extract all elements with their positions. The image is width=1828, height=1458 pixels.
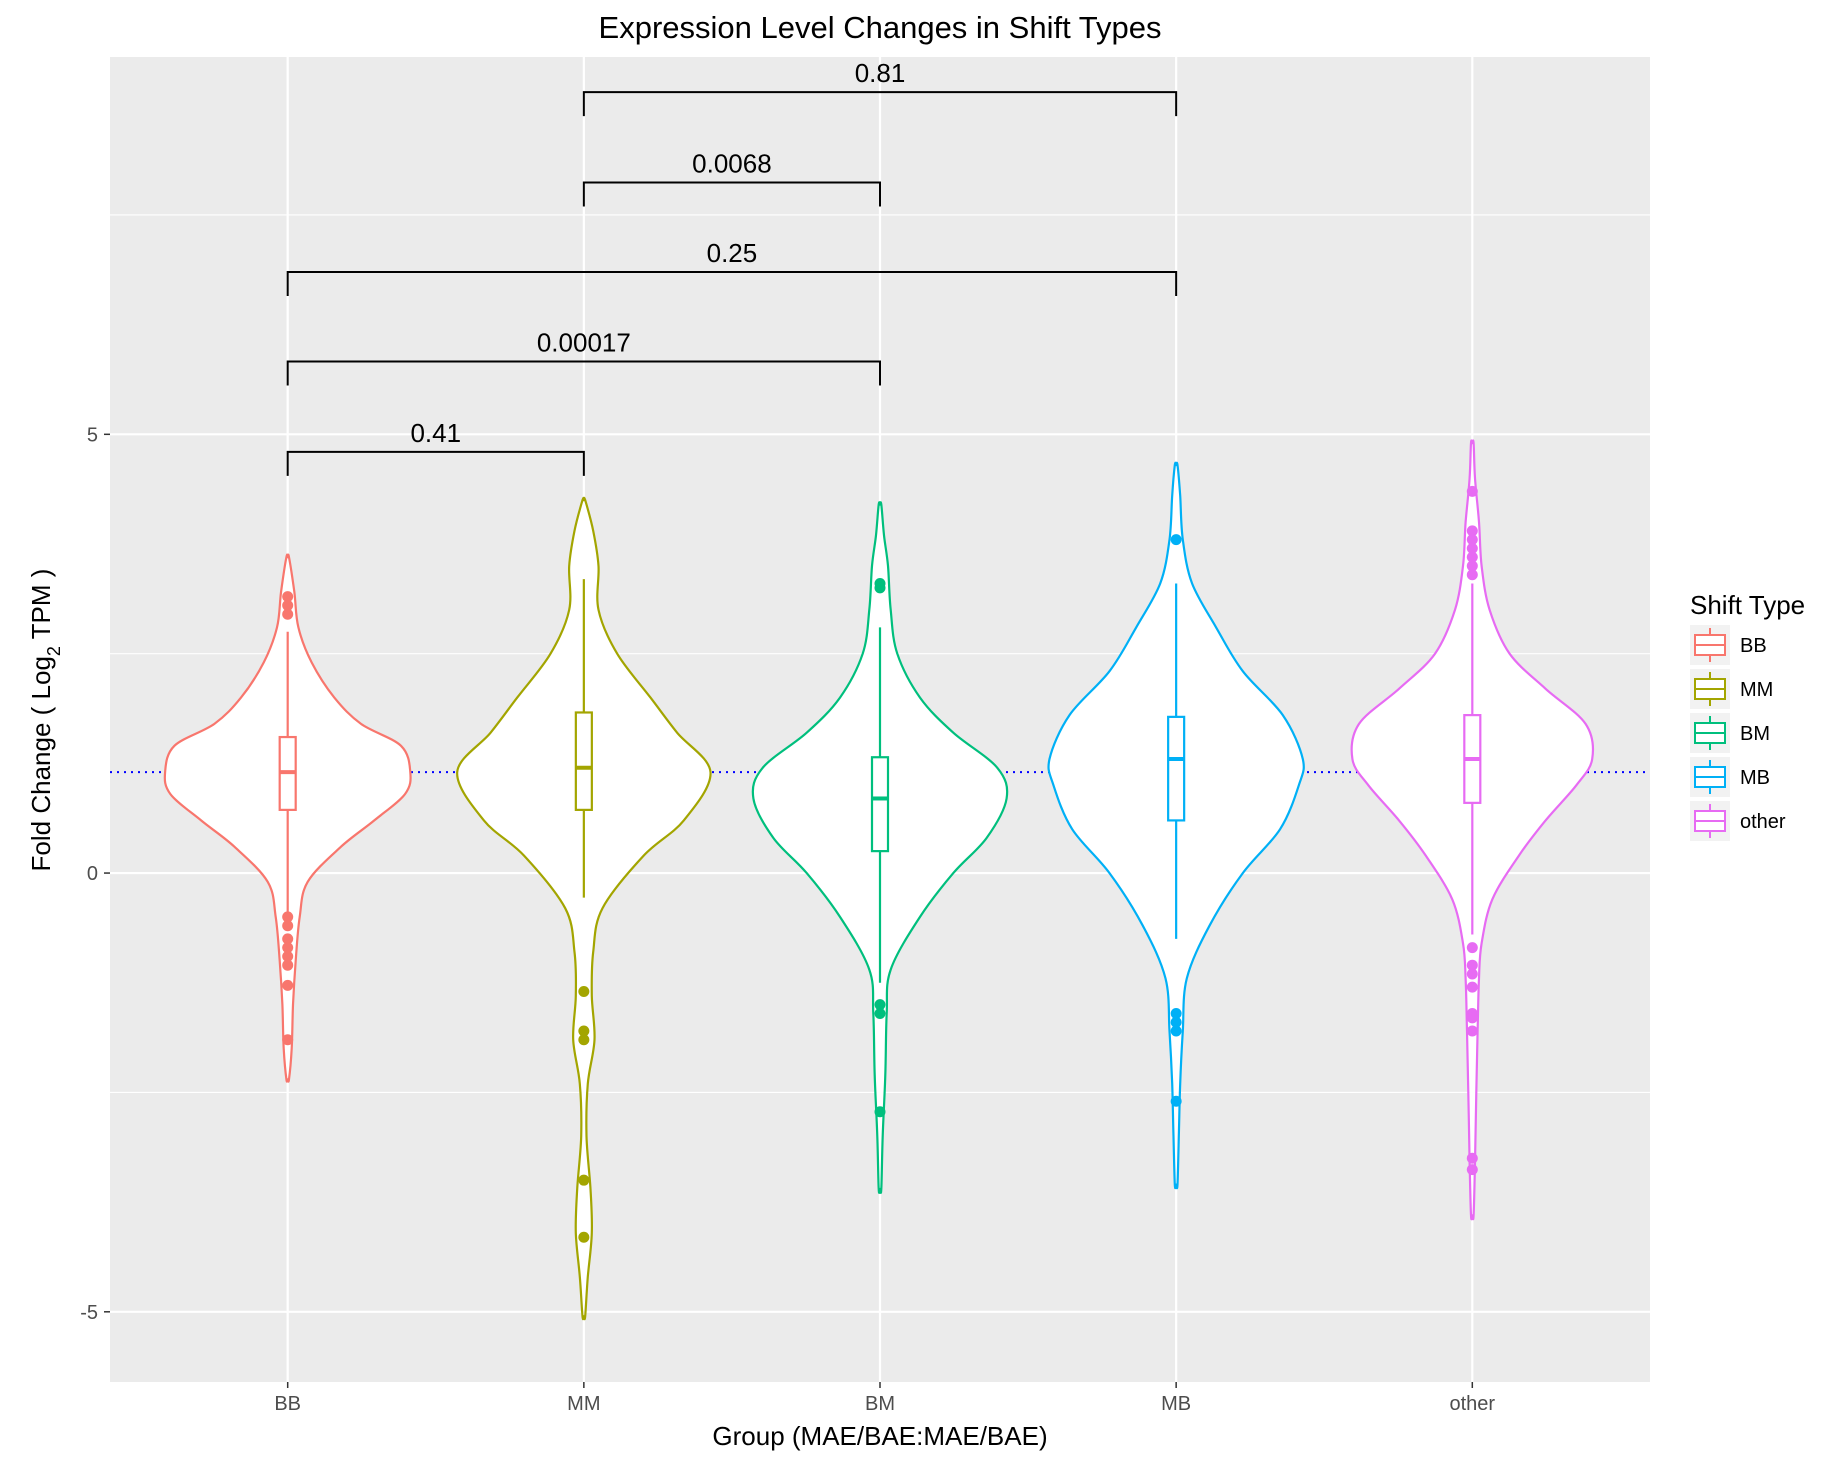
p-value-label: 0.00017: [537, 327, 631, 357]
outlier-point: [1466, 525, 1478, 537]
outlier-point: [1466, 968, 1478, 980]
legend-entry-mm: MM: [1690, 669, 1773, 709]
outlier-point: [282, 950, 294, 962]
violins: [163, 439, 1595, 1321]
comparison-bracket: [582, 91, 1178, 117]
legend-title: Shift Type: [1690, 590, 1805, 620]
legend-label: MM: [1740, 679, 1773, 701]
outlier-point: [1466, 534, 1478, 546]
comparison-brackets: 0.41 0.00017 0.25 0.0068 0.81: [286, 58, 1178, 476]
outlier-point: [578, 1174, 590, 1186]
box-mb: [1167, 715, 1186, 822]
comparison-bracket: [286, 360, 881, 386]
outlier-point: [874, 999, 886, 1011]
outlier-point: [1466, 542, 1478, 554]
box-bm: [870, 756, 890, 853]
legend-label: other: [1740, 811, 1786, 833]
outlier-point: [874, 1007, 886, 1019]
outlier-point: [874, 1106, 886, 1118]
y-tick-label: 5: [87, 424, 98, 446]
outlier-point: [282, 1034, 294, 1046]
violin-mm: [456, 496, 712, 1321]
comparison-bracket: [286, 270, 1178, 296]
x-axis-title: Group (MAE/BAE:MAE/BAE): [712, 1421, 1047, 1451]
outlier-point: [282, 920, 294, 932]
outlier-point: [1170, 534, 1182, 546]
y-axis-title: Fold Change ( Log2 TPM ): [26, 569, 64, 872]
violin-group-mb: [1047, 461, 1305, 1190]
legend-label: MB: [1740, 767, 1770, 789]
outlier-point: [1466, 560, 1478, 572]
p-value-label: 0.81: [855, 58, 906, 88]
x-tick-label: other: [1450, 1393, 1496, 1415]
outlier-point: [1466, 485, 1478, 497]
outlier-point: [1466, 569, 1478, 581]
outlier-point: [1170, 1025, 1182, 1037]
y-tick-label: -5: [80, 1302, 98, 1324]
outlier-point: [874, 582, 886, 594]
comparison-bracket: [286, 450, 585, 476]
outlier-point: [1466, 981, 1478, 993]
outlier-point: [282, 933, 294, 945]
outlier-point: [282, 979, 294, 991]
violin-group-mm: [456, 496, 712, 1321]
y-axis-title-suffix: TPM ): [26, 569, 56, 647]
p-value-label: 0.25: [707, 238, 758, 268]
outlier-point: [282, 591, 294, 603]
y-tick-label: 0: [87, 863, 98, 885]
x-axis-ticks: BB MM BM MB other: [274, 1382, 1495, 1415]
outlier-point: [282, 942, 294, 954]
legend-entry-other: other: [1690, 801, 1786, 841]
outlier-point: [1466, 959, 1478, 971]
outlier-point: [282, 608, 294, 620]
y-axis-ticks: -5 0 5: [80, 424, 110, 1324]
p-value-label: 0.0068: [692, 148, 772, 178]
outlier-point: [1466, 1025, 1478, 1037]
legend-entry-bm: BM: [1690, 713, 1770, 753]
violin-group-other: [1350, 439, 1595, 1221]
legend-entry-mb: MB: [1690, 757, 1770, 797]
outlier-point: [1466, 551, 1478, 563]
comparison-bb-bm: 0.00017: [286, 327, 881, 386]
outlier-point: [578, 986, 590, 998]
outlier-point: [282, 959, 294, 971]
outlier-point: [282, 599, 294, 611]
outlier-point: [578, 1034, 590, 1046]
outlier-point: [282, 911, 294, 923]
box-mm: [574, 711, 593, 811]
legend-label: BM: [1740, 723, 1770, 745]
violin-group-bb: [163, 553, 412, 1083]
legend-entry-bb: BB: [1690, 625, 1767, 665]
x-tick-label: BB: [274, 1393, 301, 1415]
x-tick-label: MB: [1161, 1393, 1191, 1415]
violin-group-bm: [751, 501, 1009, 1194]
legend: Shift Type BB MM BM MB other: [1690, 590, 1805, 841]
outlier-point: [1466, 1012, 1478, 1024]
comparison-mm-mb: 0.81: [582, 58, 1178, 117]
comparison-mm-bm: 0.0068: [582, 148, 881, 207]
y-axis-title-subscript: 2: [44, 646, 64, 656]
comparison-bb-mb: 0.25: [286, 238, 1178, 296]
x-tick-label: MM: [567, 1393, 600, 1415]
legend-label: BB: [1740, 635, 1767, 657]
outlier-point: [1170, 1016, 1182, 1028]
y-axis-title-prefix: Fold Change ( Log: [26, 656, 56, 871]
outlier-point: [578, 1025, 590, 1037]
outlier-point: [1466, 942, 1478, 954]
outlier-point: [1170, 1095, 1182, 1107]
p-value-label: 0.41: [410, 418, 461, 448]
chart-title: Expression Level Changes in Shift Types: [599, 10, 1162, 45]
outlier-point: [578, 1231, 590, 1243]
comparison-bb-mm: 0.41: [286, 418, 585, 476]
outlier-point: [1466, 1164, 1478, 1176]
x-tick-label: BM: [865, 1393, 895, 1415]
outlier-point: [1170, 1007, 1182, 1019]
comparison-bracket: [582, 181, 881, 207]
outlier-point: [1466, 1152, 1478, 1164]
